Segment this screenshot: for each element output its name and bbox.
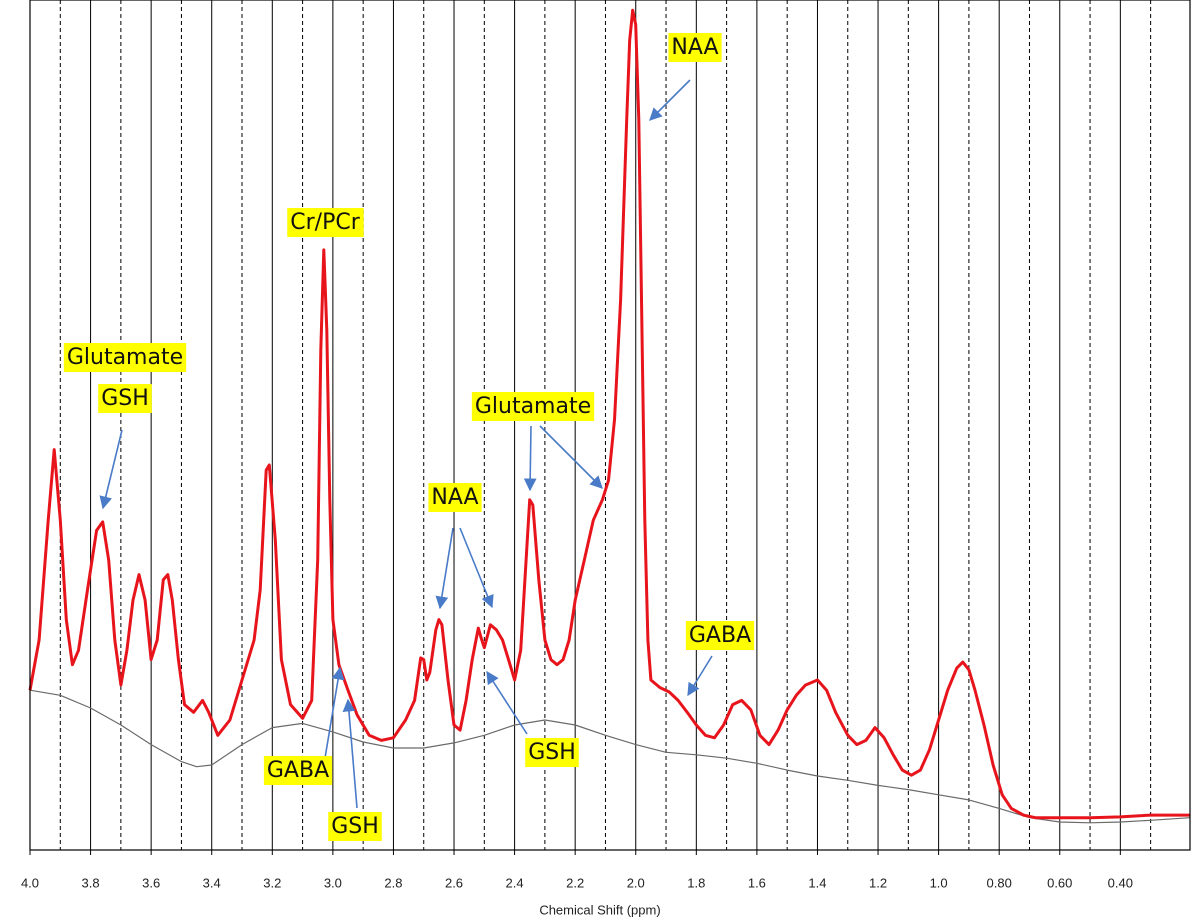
grid: 4.0 3.8 3.6 3.4 3.2 3.0 2.8 2.6 2.4 2.2 2.0 1.8 1.6 1…: [21, 0, 1152, 890]
annotation-arrow: [435, 527, 454, 610]
x-tick-label: 3.0: [324, 875, 342, 890]
annotation-box: [525, 738, 579, 767]
annotation-box: [428, 483, 482, 512]
spectrum-line: [29, 689, 1191, 824]
x-tick-label: 1.0: [930, 875, 948, 890]
x-tick-label: 2.4: [506, 875, 524, 890]
x-tick-label: 1.4: [808, 875, 826, 890]
annotation-box: [668, 33, 722, 62]
annotation-label: NAA: [671, 35, 718, 60]
annotation-label: NAA: [431, 485, 478, 510]
x-tick-label: 1.6: [748, 875, 766, 890]
annotation-box: [63, 343, 187, 372]
annotation-label: GSH: [331, 814, 379, 839]
x-tick-label: 2.8: [384, 875, 402, 890]
annotation-label: GSH: [101, 386, 149, 411]
annotation-label: GABA: [267, 758, 329, 783]
annotation-arrow: [459, 527, 494, 609]
annotation-label: Glutamate: [475, 394, 591, 419]
annotation-arrow: [324, 666, 345, 759]
annotation-arrow: [99, 429, 123, 510]
x-tick-label: 1.8: [687, 875, 705, 890]
annotation-arrow: [523, 425, 537, 492]
annotation-box: [263, 756, 333, 785]
annotation-box: [98, 384, 152, 413]
annotation-box: [471, 392, 595, 421]
spectrum-line: [28, 8, 1190, 820]
x-tick-label: 0.60: [1047, 875, 1072, 890]
annotation-label: GABA: [689, 623, 751, 648]
x-tick-label: 3.8: [82, 875, 100, 890]
x-tick-label: 3.4: [203, 875, 221, 890]
annotation-box: [287, 208, 364, 237]
annotation-arrow: [649, 79, 691, 121]
annotation-arrow: [342, 698, 358, 809]
x-tick-label: 2.6: [445, 875, 463, 890]
annotations: NAA Cr/PCr Glutamate GSH Glutamate NAA GABA GAB…: [63, 33, 755, 841]
x-axis-label: Chemical Shift (ppm): [539, 902, 660, 917]
plot-frame: [29, 0, 1191, 851]
annotation-arrow: [687, 655, 713, 697]
x-tick-label: 3.6: [142, 875, 160, 890]
x-tick-label: 3.2: [263, 875, 281, 890]
annotation-label: GSH: [528, 740, 576, 765]
x-tick-label: 0.40: [1108, 875, 1133, 890]
x-tick-label: 2.2: [566, 875, 584, 890]
x-tick-label: 0.80: [987, 875, 1012, 890]
plot-lines: [28, 8, 1191, 824]
annotation-arrow: [539, 425, 603, 489]
annotation-label: Cr/PCr: [290, 210, 360, 235]
x-tick-label: 4.0: [21, 875, 39, 890]
annotation-box: [328, 812, 382, 841]
annotation-label: Glutamate: [67, 345, 183, 370]
x-tick-label: 2.0: [627, 875, 645, 890]
annotation-arrow: [486, 670, 528, 735]
x-tick-label: 1.2: [869, 875, 887, 890]
annotation-box: [685, 621, 755, 650]
